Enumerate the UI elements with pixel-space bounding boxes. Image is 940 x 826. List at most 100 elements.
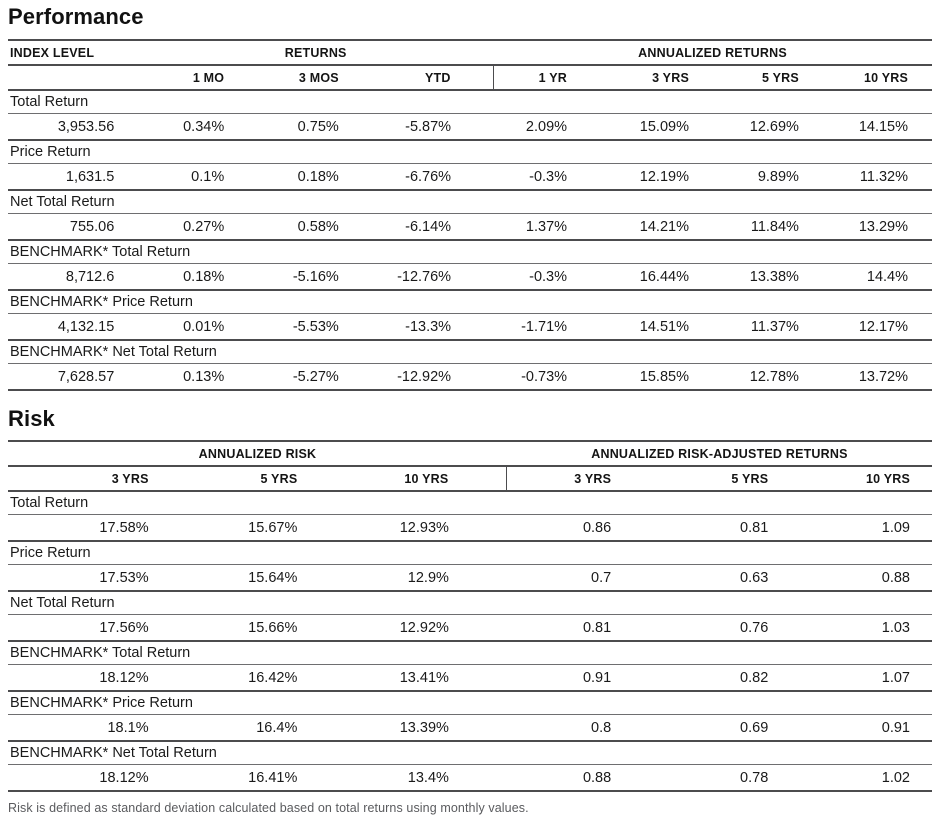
value-cell: 11.84% bbox=[712, 213, 823, 241]
value-cell: 1.02 bbox=[782, 764, 932, 792]
value-cell: 0.01% bbox=[138, 313, 249, 341]
value-cell: -13.3% bbox=[362, 313, 494, 341]
value-cell: 12.19% bbox=[603, 163, 713, 191]
value-cell: 18.12% bbox=[8, 664, 171, 692]
metric-label: BENCHMARK* Total Return bbox=[8, 240, 932, 264]
risk-section: Risk ANNUALIZED RISK ANNUALIZED RISK-ADJ… bbox=[8, 406, 932, 792]
risk-definition-note: Risk is defined as standard deviation ca… bbox=[8, 801, 529, 815]
metric-values-row: 1,631.5 0.1% 0.18% -6.76% -0.3% 12.19% 9.89% 11… bbox=[8, 163, 932, 191]
value-cell: -5.87% bbox=[362, 113, 494, 141]
metric-label: BENCHMARK* Price Return bbox=[8, 290, 932, 314]
value-cell: 14.4% bbox=[822, 263, 932, 291]
col-group-index-level: INDEX LEVEL bbox=[8, 40, 139, 66]
value-cell: 12.93% bbox=[319, 514, 507, 542]
value-cell: 15.85% bbox=[603, 363, 713, 391]
value-cell: 16.42% bbox=[170, 664, 320, 692]
value-cell: 0.78 bbox=[625, 764, 783, 792]
metric-values-row: 8,712.6 0.18% -5.16% -12.76% -0.3% 16.44% 13.3… bbox=[8, 263, 932, 291]
performance-column-header-row: 1 MO 3 MOS YTD 1 YR 3 YRS 5 YRS 10 YRS bbox=[8, 65, 932, 91]
value-cell: 0.86 bbox=[506, 514, 626, 542]
metric-label: Price Return bbox=[8, 541, 932, 565]
value-cell: -6.76% bbox=[362, 163, 494, 191]
metric-values-row: 18.12% 16.42% 13.41% 0.91 0.82 1.07 bbox=[8, 664, 932, 692]
index-level-value: 4,132.15 bbox=[8, 313, 139, 341]
value-cell: 0.1% bbox=[138, 163, 249, 191]
value-cell: 16.41% bbox=[170, 764, 320, 792]
value-cell: 15.67% bbox=[170, 514, 320, 542]
value-cell: 0.91 bbox=[506, 664, 626, 692]
metric-values-row: 17.56% 15.66% 12.92% 0.81 0.76 1.03 bbox=[8, 614, 932, 642]
col-header-10yrs: 10 YRS bbox=[822, 65, 932, 91]
metric-label-row: BENCHMARK* Net Total Return bbox=[8, 340, 932, 364]
value-cell: 0.81 bbox=[625, 514, 783, 542]
col-header-radj-3yrs: 3 YRS bbox=[506, 466, 626, 492]
index-level-value: 755.06 bbox=[8, 213, 139, 241]
value-cell: 14.21% bbox=[603, 213, 713, 241]
value-cell: 0.88 bbox=[782, 564, 932, 592]
metric-values-row: 7,628.57 0.13% -5.27% -12.92% -0.73% 15.85% 12… bbox=[8, 363, 932, 391]
risk-table: ANNUALIZED RISK ANNUALIZED RISK-ADJUSTED… bbox=[8, 440, 932, 792]
value-cell: 11.37% bbox=[712, 313, 823, 341]
metric-values-row: 3,953.56 0.34% 0.75% -5.87% 2.09% 15.09% 12.69… bbox=[8, 113, 932, 141]
metric-values-row: 17.58% 15.67% 12.93% 0.86 0.81 1.09 bbox=[8, 514, 932, 542]
metric-label-row: Price Return bbox=[8, 541, 932, 565]
value-cell: 16.4% bbox=[170, 714, 320, 742]
value-cell: -5.53% bbox=[248, 313, 363, 341]
value-cell: 0.69 bbox=[625, 714, 783, 742]
metric-label-row: BENCHMARK* Total Return bbox=[8, 240, 932, 264]
metric-label: BENCHMARK* Net Total Return bbox=[8, 741, 932, 765]
value-cell: 18.1% bbox=[8, 714, 171, 742]
value-cell: 12.17% bbox=[822, 313, 932, 341]
value-cell: 1.03 bbox=[782, 614, 932, 642]
value-cell: 11.32% bbox=[822, 163, 932, 191]
col-header-5yrs: 5 YRS bbox=[712, 65, 823, 91]
value-cell: 13.39% bbox=[319, 714, 507, 742]
value-cell: -5.16% bbox=[248, 263, 363, 291]
value-cell: 17.58% bbox=[8, 514, 171, 542]
value-cell: 0.76 bbox=[625, 614, 783, 642]
value-cell: 14.15% bbox=[822, 113, 932, 141]
value-cell: 12.78% bbox=[712, 363, 823, 391]
value-cell: -0.3% bbox=[493, 163, 604, 191]
value-cell: 12.9% bbox=[319, 564, 507, 592]
performance-title: Performance bbox=[8, 4, 144, 29]
metric-label: Price Return bbox=[8, 140, 932, 164]
col-header-3yrs: 3 YRS bbox=[603, 65, 713, 91]
value-cell: 0.18% bbox=[248, 163, 363, 191]
value-cell: 0.91 bbox=[782, 714, 932, 742]
metric-label: BENCHMARK* Price Return bbox=[8, 691, 932, 715]
value-cell: -6.14% bbox=[362, 213, 494, 241]
value-cell: 0.75% bbox=[248, 113, 363, 141]
metric-label-row: BENCHMARK* Price Return bbox=[8, 290, 932, 314]
col-header-1yr: 1 YR bbox=[492, 65, 604, 91]
metric-label-row: Net Total Return bbox=[8, 591, 932, 615]
metric-values-row: 17.53% 15.64% 12.9% 0.7 0.63 0.88 bbox=[8, 564, 932, 592]
value-cell: -0.3% bbox=[493, 263, 604, 291]
metric-label: BENCHMARK* Net Total Return bbox=[8, 340, 932, 364]
value-cell: 1.07 bbox=[782, 664, 932, 692]
col-group-risk-adjusted-returns: ANNUALIZED RISK-ADJUSTED RETURNS bbox=[506, 441, 932, 467]
col-header-risk-3yrs: 3 YRS bbox=[8, 466, 171, 492]
value-cell: 18.12% bbox=[8, 764, 171, 792]
value-cell: 15.64% bbox=[170, 564, 320, 592]
value-cell: 0.34% bbox=[138, 113, 249, 141]
col-header-risk-10yrs: 10 YRS bbox=[319, 466, 507, 492]
value-cell: 16.44% bbox=[603, 263, 713, 291]
metric-label: Total Return bbox=[8, 90, 932, 114]
value-cell: 0.7 bbox=[506, 564, 626, 592]
col-header-radj-10yrs: 10 YRS bbox=[782, 466, 932, 492]
risk-group-header-row: ANNUALIZED RISK ANNUALIZED RISK-ADJUSTED… bbox=[8, 441, 932, 467]
metric-label: Total Return bbox=[8, 491, 932, 515]
value-cell: 17.56% bbox=[8, 614, 171, 642]
risk-column-header-row: 3 YRS 5 YRS 10 YRS 3 YRS 5 YRS 10 YRS bbox=[8, 466, 932, 492]
metric-label-row: Total Return bbox=[8, 491, 932, 515]
value-cell: -1.71% bbox=[493, 313, 604, 341]
value-cell: 2.09% bbox=[493, 113, 604, 141]
value-cell: -12.92% bbox=[362, 363, 494, 391]
col-header-1mo: 1 MO bbox=[138, 65, 249, 91]
value-cell: -12.76% bbox=[362, 263, 494, 291]
value-cell: 12.92% bbox=[319, 614, 507, 642]
index-level-value: 8,712.6 bbox=[8, 263, 139, 291]
metric-label-row: Total Return bbox=[8, 90, 932, 114]
value-cell: 13.38% bbox=[712, 263, 823, 291]
